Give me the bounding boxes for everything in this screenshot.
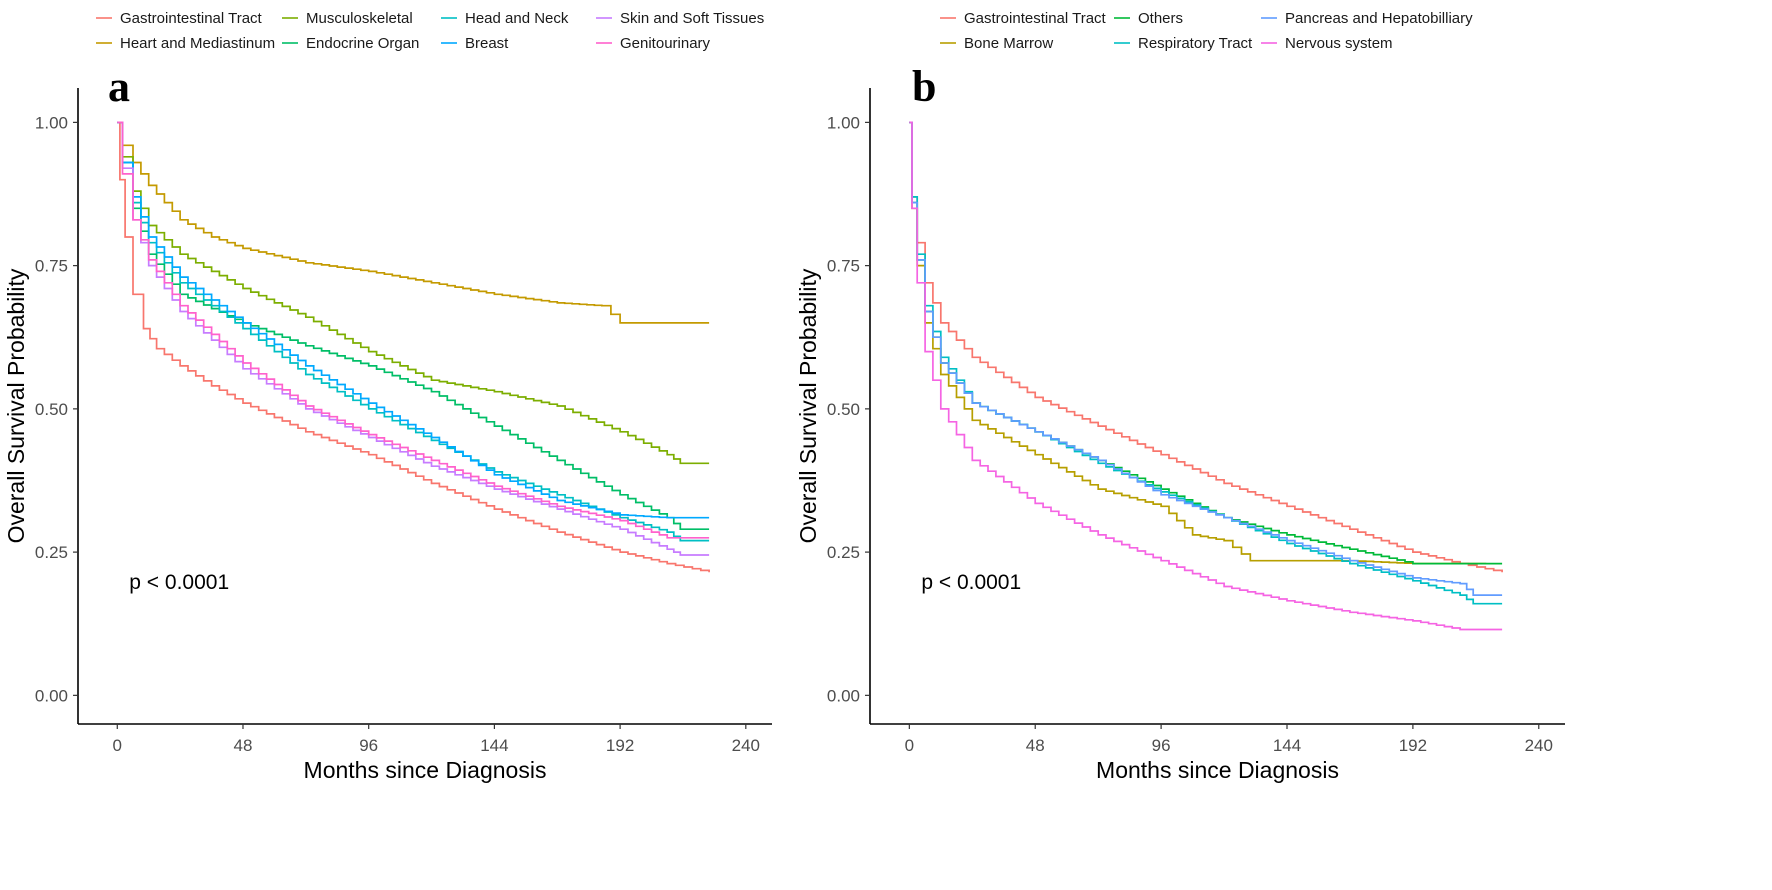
legend: Gastrointestinal Tract Bone Marrow Others R…	[940, 10, 1473, 52]
legend-label: Others	[1138, 10, 1183, 27]
y-tick-label: 1.00	[827, 113, 860, 132]
survival-curve-musculoskeletal	[117, 121, 710, 465]
x-tick-label: 0	[905, 736, 914, 755]
legend-item: Genitourinary	[596, 35, 711, 52]
x-axis-title: Months since Diagnosis	[1096, 757, 1339, 783]
x-tick-label: 192	[1399, 736, 1427, 755]
x-tick-label: 144	[480, 736, 508, 755]
p-value-label: p < 0.0001	[129, 571, 229, 594]
y-tick-label: 0.50	[827, 400, 860, 419]
survival-curve-respiratory-tract	[909, 121, 1503, 605]
x-tick-label: 240	[1525, 736, 1553, 755]
survival-curve-gastrointestinal-tract	[909, 121, 1503, 573]
panel-letter: b	[912, 62, 936, 111]
survival-curves	[117, 121, 710, 573]
legend-label: Nervous system	[1285, 35, 1393, 52]
legend: Gastrointestinal Tract Heart and Mediasti…	[96, 10, 764, 52]
legend-label: Skin and Soft Tissues	[620, 10, 764, 27]
x-tick-label: 240	[732, 736, 760, 755]
chart-panel-b: Gastrointestinal Tract Bone Marrow Others R…	[795, 10, 1565, 783]
y-tick-label: 0.50	[35, 400, 68, 419]
panel-letter: a	[108, 62, 130, 111]
legend-item: Gastrointestinal Tract	[940, 10, 1107, 27]
legend-item: Others	[1114, 10, 1183, 27]
legend-item: Nervous system	[1261, 35, 1393, 52]
legend-item: Pancreas and Hepatobilliary	[1261, 10, 1473, 27]
y-tick-label: 1.00	[35, 113, 68, 132]
y-tick-label: 0.75	[35, 257, 68, 276]
legend-item: Gastrointestinal Tract	[96, 10, 263, 27]
legend-item: Endocrine Organ	[282, 35, 419, 52]
x-axis-title: Months since Diagnosis	[304, 757, 547, 783]
legend-label: Breast	[465, 35, 509, 52]
x-tick-label: 48	[1026, 736, 1045, 755]
p-value-label: p < 0.0001	[921, 571, 1021, 594]
legend-item: Bone Marrow	[940, 35, 1053, 52]
legend-label: Musculoskeletal	[306, 10, 413, 27]
legend-label: Bone Marrow	[964, 35, 1053, 52]
x-tick-label: 0	[113, 736, 122, 755]
survival-curves	[909, 121, 1503, 631]
legend-item: Heart and Mediastinum	[96, 35, 275, 52]
y-tick-label: 0.25	[827, 543, 860, 562]
survival-curve-nervous-system	[909, 121, 1503, 631]
survival-curve-endocrine-organ	[117, 121, 710, 531]
chart-panel-a: Gastrointestinal Tract Heart and Mediasti…	[3, 10, 772, 783]
survival-curve-head-and-neck	[117, 121, 710, 542]
legend-label: Head and Neck	[465, 10, 569, 27]
legend-item: Breast	[441, 35, 509, 52]
survival-curve-bone-marrow	[909, 121, 1487, 565]
survival-curve-skin-and-soft-tissues	[117, 121, 710, 556]
legend-label: Genitourinary	[620, 35, 711, 52]
y-axis-title: Overall Survival Probability	[3, 268, 29, 543]
y-axis-title: Overall Survival Probability	[795, 268, 821, 543]
survival-curve-gastrointestinal-tract	[117, 121, 710, 573]
y-tick-label: 0.00	[35, 686, 68, 705]
survival-curve-others	[909, 121, 1503, 565]
survival-curve-genitourinary	[117, 121, 710, 539]
x-tick-label: 192	[606, 736, 634, 755]
survival-curve-breast	[117, 121, 710, 519]
legend-item: Respiratory Tract	[1114, 35, 1253, 52]
legend-label: Pancreas and Hepatobilliary	[1285, 10, 1473, 27]
legend-label: Gastrointestinal Tract	[120, 10, 263, 27]
x-tick-label: 48	[234, 736, 253, 755]
y-tick-label: 0.25	[35, 543, 68, 562]
legend-item: Head and Neck	[441, 10, 569, 27]
survival-curve-heart-and-mediastinum	[117, 121, 710, 324]
legend-label: Gastrointestinal Tract	[964, 10, 1107, 27]
legend-label: Endocrine Organ	[306, 35, 419, 52]
legend-item: Skin and Soft Tissues	[596, 10, 764, 27]
survival-curve-pancreas-and-hepatobilliary	[909, 121, 1503, 596]
x-tick-label: 144	[1273, 736, 1301, 755]
legend-label: Respiratory Tract	[1138, 35, 1253, 52]
legend-item: Musculoskeletal	[282, 10, 413, 27]
y-tick-label: 0.75	[827, 257, 860, 276]
x-tick-label: 96	[359, 736, 378, 755]
y-tick-label: 0.00	[827, 686, 860, 705]
x-tick-label: 96	[1152, 736, 1171, 755]
legend-label: Heart and Mediastinum	[120, 35, 275, 52]
